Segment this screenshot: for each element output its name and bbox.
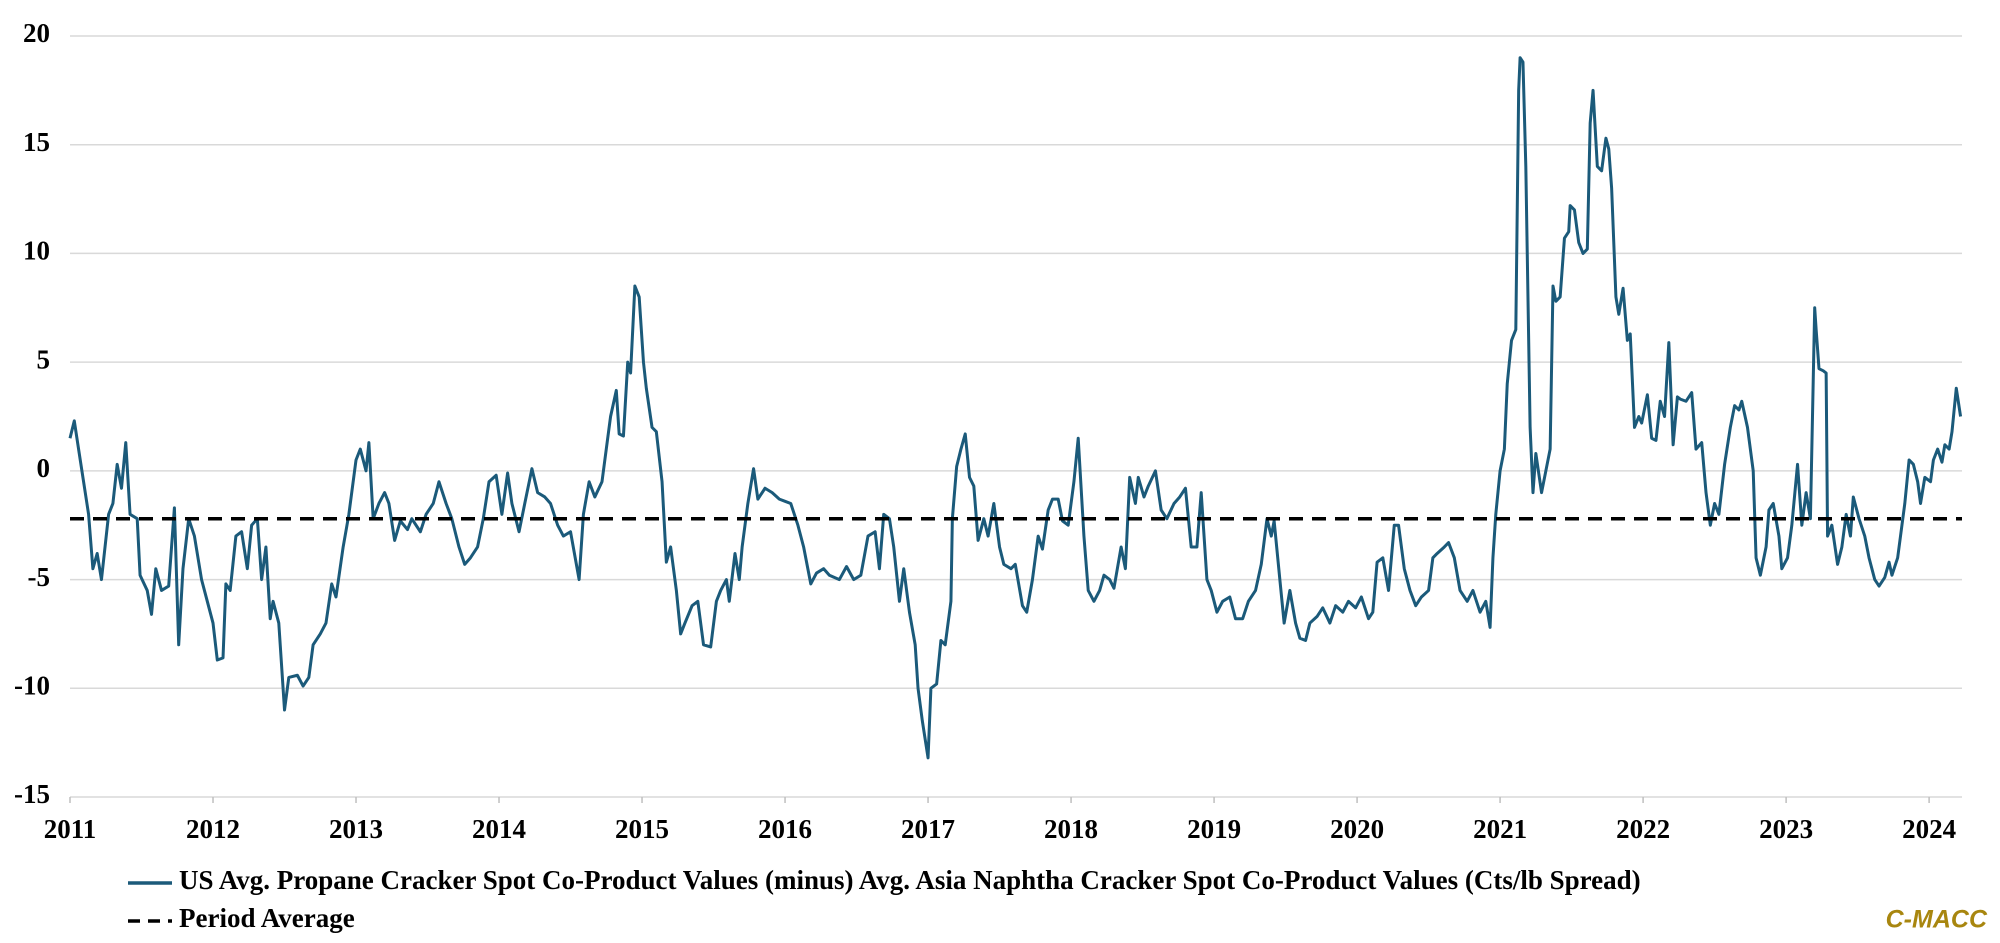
watermark: C-MACC — [1886, 906, 1988, 934]
x-tick-label: 2011 — [44, 814, 97, 844]
legend-label: Period Average — [179, 903, 355, 933]
x-tick-label: 2019 — [1187, 814, 1241, 844]
y-tick-label: 5 — [37, 344, 51, 374]
x-tick-label: 2012 — [186, 814, 240, 844]
x-tick-label: 2017 — [901, 814, 955, 844]
y-tick-label: -5 — [28, 562, 51, 592]
y-tick-label: 20 — [23, 18, 50, 48]
x-tick-label: 2018 — [1044, 814, 1098, 844]
legend-label: US Avg. Propane Cracker Spot Co-Product … — [179, 865, 1641, 895]
series-line — [68, 56, 1963, 760]
x-tick-label: 2013 — [329, 814, 383, 844]
x-tick-label: 2022 — [1616, 814, 1670, 844]
x-tick-label: 2014 — [472, 814, 526, 844]
y-tick-label: 10 — [23, 236, 50, 266]
y-tick-label: -10 — [14, 670, 50, 700]
y-tick-label: 0 — [37, 453, 51, 483]
y-tick-label: -15 — [14, 779, 50, 809]
x-tick-label: 2023 — [1759, 814, 1813, 844]
x-tick-label: 2021 — [1473, 814, 1527, 844]
y-tick-label: 15 — [23, 127, 50, 157]
x-tick-label: 2015 — [615, 814, 669, 844]
x-tick-label: 2020 — [1330, 814, 1384, 844]
x-tick-label: 2024 — [1902, 814, 1956, 844]
x-tick-label: 2016 — [758, 814, 812, 844]
